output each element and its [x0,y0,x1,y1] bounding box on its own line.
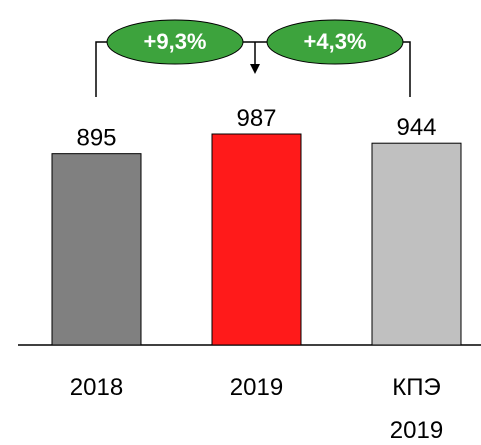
bar [371,142,462,346]
x-tick-label-line: КПЭ [392,374,440,401]
x-tick-label: 2018 [70,374,123,401]
x-tick-label-line: 2019 [390,417,443,444]
arrow-head [250,64,260,74]
bracket [95,41,411,97]
bar [51,153,142,346]
annotation: +9,3% [144,29,207,54]
bracket-line [95,41,411,97]
annotation-bubble [106,19,244,65]
value-label: 895 [76,125,116,152]
annotation: +4,3% [304,29,367,54]
x-tick-label: КПЭ 2019 [390,374,443,444]
value-label: 944 [396,114,436,141]
annotation-bubble [266,19,404,65]
bar [211,133,302,346]
value-label: 987 [236,105,276,132]
x-tick-label: 2019 [230,374,283,401]
